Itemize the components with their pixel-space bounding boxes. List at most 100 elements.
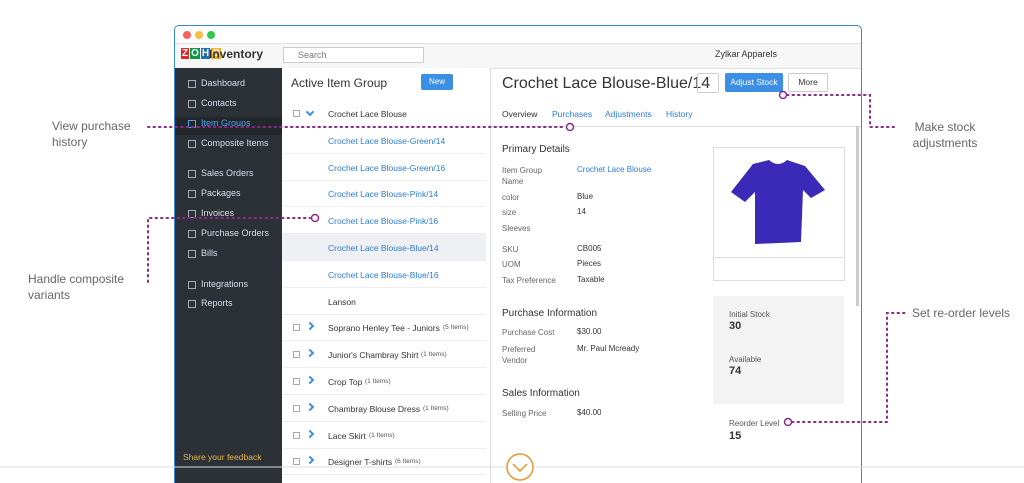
image-divider (713, 257, 843, 258)
row-divider (282, 313, 486, 315)
sidebar-icon (188, 300, 196, 308)
checkbox[interactable] (293, 404, 300, 412)
field-value: Pieces (577, 259, 602, 268)
field-label: Sleeves (502, 224, 531, 233)
field-value: Mr. Paul Mcready (577, 344, 640, 353)
list-item[interactable]: Designer T-shirts (328, 457, 393, 468)
feedback[interactable]: Share your feedback (183, 452, 262, 462)
reorder-value[interactable]: 15 (729, 430, 742, 442)
row-divider (282, 152, 486, 154)
field-label: Tax Preference (502, 276, 556, 285)
stock-value: 74 (729, 365, 742, 377)
window-button (183, 31, 191, 39)
annotation: Make stock adjustments (912, 120, 978, 150)
tab[interactable]: Adjustments (605, 109, 652, 119)
field-value: Blue (577, 192, 594, 201)
new-button[interactable]: New (421, 74, 453, 90)
row-divider (282, 394, 486, 395)
more-button[interactable]: More (788, 73, 828, 92)
sidebar-icon (188, 140, 196, 148)
field-value: $30.00 (577, 327, 602, 336)
reorder-label: Reorder Level (729, 419, 780, 428)
field-value[interactable]: Crochet Lace Blouse (577, 165, 652, 174)
checkbox[interactable] (293, 431, 300, 439)
stock-value: 30 (729, 320, 742, 332)
sidebar-item[interactable]: Packages (201, 188, 241, 198)
list-filter[interactable]: Active Item Group (291, 76, 388, 90)
shirt (731, 160, 825, 244)
sidebar-item[interactable]: Sales Orders (201, 168, 254, 178)
sidebar-item[interactable]: Integrations (201, 279, 249, 289)
tab-underline (491, 126, 861, 127)
app-name: Inventory (209, 47, 264, 61)
row-divider (282, 260, 486, 261)
checkbox[interactable] (293, 458, 300, 466)
row-divider (282, 340, 486, 342)
sidebar-item[interactable]: Composite Items (201, 138, 269, 148)
list-item[interactable]: Crochet Lace Blouse-Pink/16 (328, 216, 439, 227)
sidebar-icon (188, 281, 196, 289)
search-box[interactable]: Search (283, 47, 424, 63)
field-label: SKU (502, 245, 519, 254)
annotation: Set re-order levels (912, 306, 1011, 320)
section-title: Sales Information (502, 388, 580, 399)
field-value: $40.00 (577, 408, 602, 417)
window-button (207, 31, 215, 39)
checkbox[interactable] (293, 351, 300, 359)
adjust-button[interactable]: Adjust Stock (725, 73, 783, 92)
list-item[interactable]: Crochet Lace Blouse-Green/16 (328, 162, 446, 173)
list-item[interactable]: Junior's Chambray Shirt (328, 350, 419, 361)
list-item[interactable]: Crochet Lace Blouse-Blue/14 (328, 243, 439, 253)
scrollbar (856, 126, 859, 306)
row-divider (282, 233, 486, 235)
checkbox[interactable] (293, 378, 300, 385)
row-divider (282, 206, 486, 208)
list-item[interactable]: Crochet Lace Blouse-Blue/16 (328, 269, 439, 280)
window-button (195, 31, 203, 39)
annotation: Handle composite variants (28, 272, 125, 302)
list-item[interactable]: Chambray Blouse Dress (328, 403, 421, 414)
edit-button[interactable] (697, 73, 719, 93)
sidebar (175, 68, 282, 483)
sidebar-active (175, 117, 282, 135)
sidebar-item[interactable]: Bills (201, 248, 218, 258)
stock-label: Initial Stock (729, 310, 770, 319)
list-item[interactable]: Crochet Lace Blouse-Green/14 (328, 135, 446, 146)
sidebar-item[interactable]: Contacts (201, 98, 237, 108)
list-item[interactable]: Crop Top (328, 377, 363, 387)
row-divider (282, 286, 486, 288)
org-name[interactable]: Zylkar Apparels (715, 49, 778, 59)
field-label: Preferred Vendor (502, 345, 536, 365)
row-divider (282, 420, 486, 422)
stock-label: Available (729, 355, 762, 364)
tab[interactable]: History (666, 109, 693, 119)
sidebar-icon (188, 210, 196, 218)
sidebar-item[interactable]: Invoices (201, 208, 235, 218)
list-item[interactable]: Lanson (328, 296, 356, 307)
list-item[interactable]: Crochet Lace Blouse-Pink/14 (328, 189, 439, 200)
list-item[interactable]: Crochet Lace Blouse (328, 109, 407, 119)
list-pane (282, 68, 491, 483)
list-item[interactable]: Soprano Henley Tee - Juniors (328, 323, 440, 334)
row-divider (282, 179, 486, 181)
field-value: Taxable (577, 275, 605, 284)
sidebar-item[interactable]: Item Groups (201, 118, 251, 128)
sidebar-icon (188, 230, 196, 238)
checkbox[interactable] (293, 324, 300, 332)
annotation: View purchase history (52, 119, 131, 149)
row-selected (282, 234, 486, 260)
stock-box (713, 296, 844, 404)
sidebar-item[interactable]: Reports (201, 298, 233, 308)
tab[interactable]: Overview (502, 109, 538, 119)
row-divider (282, 367, 486, 369)
item-count: (1 Items) (421, 351, 447, 359)
tab[interactable]: Purchases (552, 109, 593, 119)
list-item[interactable]: Lace Skirt (328, 430, 366, 441)
sidebar-item[interactable]: Purchase Orders (201, 228, 270, 238)
field-label: UOM (502, 260, 521, 269)
row-divider (282, 474, 486, 476)
field-value: 14 (577, 207, 586, 216)
checkbox[interactable] (293, 110, 300, 117)
sidebar-item[interactable]: Dashboard (201, 78, 246, 88)
